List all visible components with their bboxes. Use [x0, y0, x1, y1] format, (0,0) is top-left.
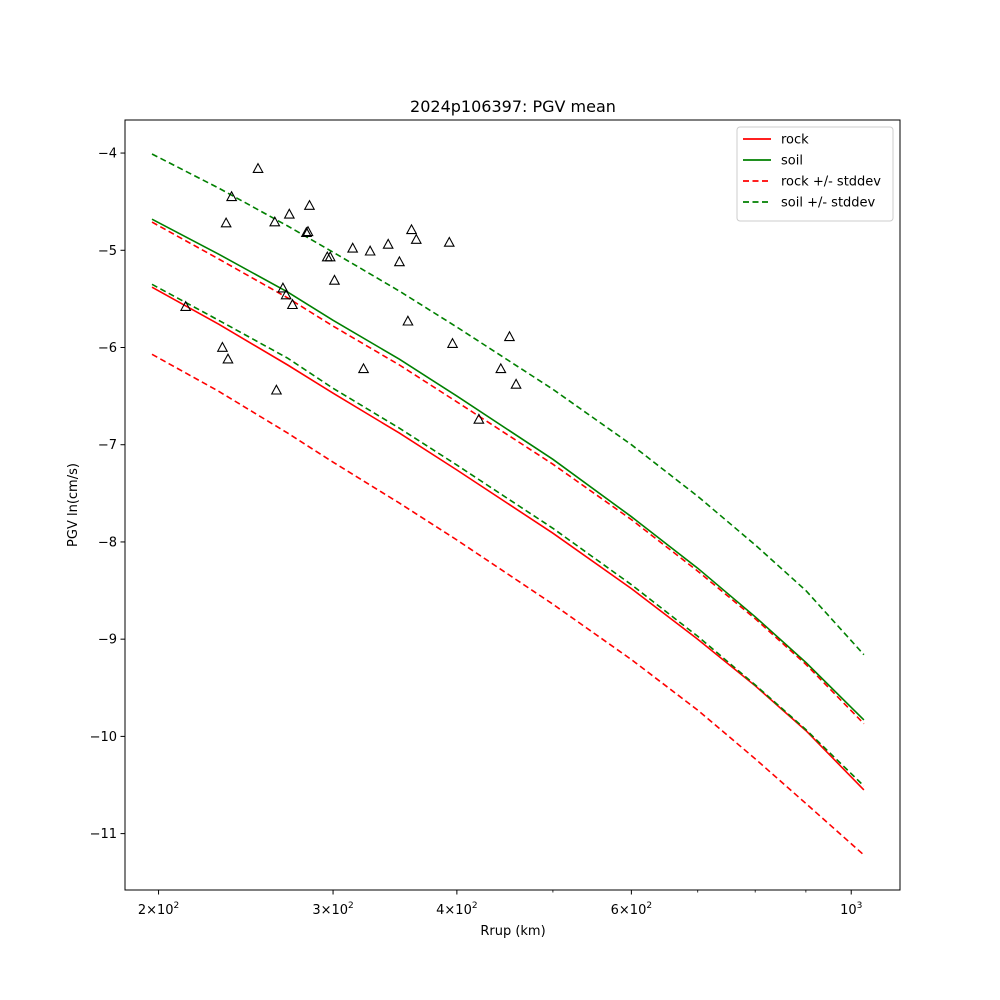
observation-marker [443, 236, 455, 247]
x-tick-label: 2×102 [138, 901, 179, 918]
observation-marker [357, 362, 370, 374]
y-tick-label: −5 [98, 244, 117, 259]
y-axis: −4 −5 −6 −7 −8 −9 −10 −11 [90, 147, 125, 842]
observation-marker [402, 315, 414, 326]
observation-marker [446, 337, 459, 348]
observation-marker [179, 300, 192, 311]
observation-marker [302, 225, 314, 237]
y-tick-label: −4 [98, 147, 117, 162]
observation-marker [328, 274, 341, 285]
observation-marker [473, 413, 485, 424]
y-tick-label: −6 [98, 341, 117, 356]
observation-marker [286, 298, 299, 310]
x-axis-label: Rrup (km) [480, 924, 545, 939]
chart-title: 2024p106397: PGV mean [410, 97, 616, 116]
observation-marker [364, 245, 376, 256]
observation-marker [346, 242, 359, 253]
observation-marker [269, 215, 281, 227]
observation-marker [410, 233, 422, 244]
x-tick-label: 103 [840, 901, 862, 918]
y-tick-label: −9 [98, 633, 117, 648]
legend-box [736, 126, 894, 222]
observation-marker [503, 330, 516, 342]
observation-marker [270, 384, 283, 395]
legend: rock soil rock +/- stddev soil +/- stddev [736, 126, 894, 222]
observation-marker [277, 282, 289, 293]
observation-marker [382, 238, 394, 249]
x-tick-label: 4×102 [436, 901, 477, 918]
observation-marker [393, 255, 406, 267]
observation-marker [303, 199, 316, 210]
observation-marker [216, 341, 229, 352]
observation-marker [324, 250, 336, 262]
legend-label: rock [781, 133, 809, 148]
observation-marker [495, 362, 507, 374]
observation-marker [222, 353, 234, 364]
series-layer [151, 153, 865, 856]
observation-marker [220, 216, 232, 228]
y-tick-label: −8 [98, 535, 117, 550]
y-axis-label: PGV ln(cm/s) [66, 463, 81, 547]
legend-label: soil [781, 154, 803, 169]
observation-marker [225, 190, 238, 202]
y-tick-label: −11 [90, 827, 117, 842]
observation-marker [252, 162, 264, 173]
y-tick-label: −10 [90, 730, 117, 745]
plot-frame [124, 119, 901, 891]
observation-marker [510, 378, 522, 389]
observation-marker [280, 288, 292, 300]
y-tick-label: −7 [98, 438, 117, 453]
legend-label: rock +/- stddev [781, 175, 881, 190]
legend-label: soil +/- stddev [781, 196, 876, 211]
observation-marker [405, 223, 418, 235]
plot-area [124, 119, 901, 891]
observations-layer [179, 162, 522, 424]
series-line-soil-1 [151, 218, 865, 721]
x-tick-label: 3×102 [312, 901, 353, 918]
observation-marker [283, 208, 296, 219]
series-line-rock-stddev-2 [151, 221, 865, 725]
series-line-soil-stddev-5 [151, 283, 865, 787]
x-axis: 2×102 3×102 4×102 6×102 103 [138, 890, 862, 918]
x-tick-label: 6×102 [611, 901, 652, 918]
series-line-rock-stddev-3 [151, 353, 865, 856]
series-line-soil-stddev-4 [151, 153, 865, 656]
observation-marker [300, 226, 313, 238]
